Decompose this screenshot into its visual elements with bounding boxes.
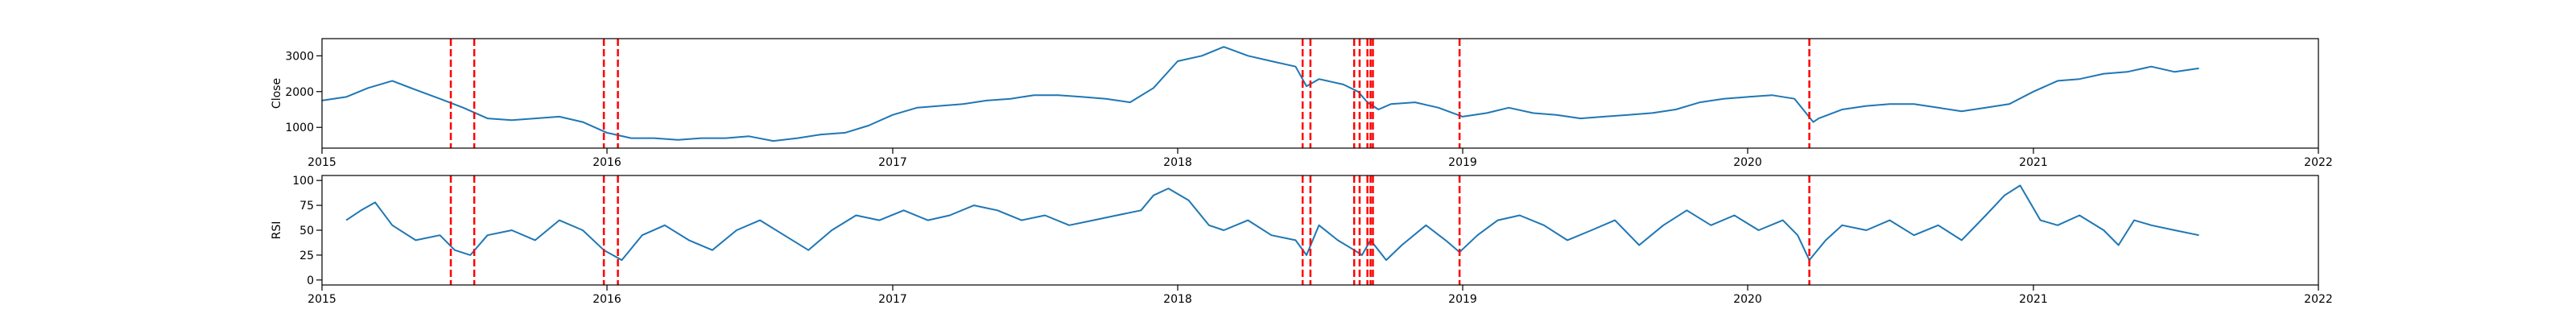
- close-x-tick-label-0: 2015: [308, 156, 336, 169]
- close-axes-frame: [321, 38, 2319, 149]
- rsi-y-tick-label-1: 25: [299, 250, 314, 262]
- rsi-x-tick-label-7: 2022: [2304, 293, 2333, 306]
- rsi-panel: 2015 2016 2017 2018 2019 2020 2021 2022 0 25 50 75 1…: [270, 175, 2333, 306]
- close-x-tick-label-5: 2020: [1733, 156, 1762, 169]
- close-y-tick-label-0: 1000: [285, 122, 314, 134]
- rsi-y-tick-label-4: 100: [292, 175, 314, 188]
- rsi-x-tick-label-0: 2015: [308, 293, 336, 306]
- close-x-tick-label-3: 2018: [1163, 156, 1192, 169]
- close-y-axis-label: Close: [270, 78, 283, 109]
- rsi-x-tick-label-5: 2020: [1733, 293, 1762, 306]
- rsi-y-tick-label-0: 0: [307, 275, 314, 287]
- close-price-panel: 2015 2016 2017 2018 2019 2020 2021 2022 1000 2000…: [270, 38, 2333, 169]
- close-x-tick-label-7: 2022: [2304, 156, 2333, 169]
- rsi-y-tick-label-2: 50: [299, 225, 314, 237]
- rsi-x-tick-label-2: 2017: [878, 293, 907, 306]
- close-series-line-0: [321, 46, 2199, 142]
- close-x-tick-label-2: 2017: [878, 156, 907, 169]
- rsi-series-line-0: [345, 184, 2199, 262]
- rsi-y-axis-label: RSI: [270, 221, 283, 240]
- rsi-y-tick-label-3: 75: [299, 200, 314, 213]
- rsi-x-tick-label-4: 2019: [1448, 293, 1477, 306]
- close-y-tick-label-1: 2000: [285, 86, 314, 99]
- rsi-x-tick-label-1: 2016: [592, 293, 621, 306]
- close-x-tick-label-1: 2016: [592, 156, 621, 169]
- close-y-tick-label-2: 3000: [285, 50, 314, 63]
- close-x-tick-label-6: 2021: [2019, 156, 2048, 169]
- rsi-x-tick-label-6: 2021: [2019, 293, 2048, 306]
- close-x-tick-label-4: 2019: [1448, 156, 1477, 169]
- rsi-x-tick-label-3: 2018: [1163, 293, 1192, 306]
